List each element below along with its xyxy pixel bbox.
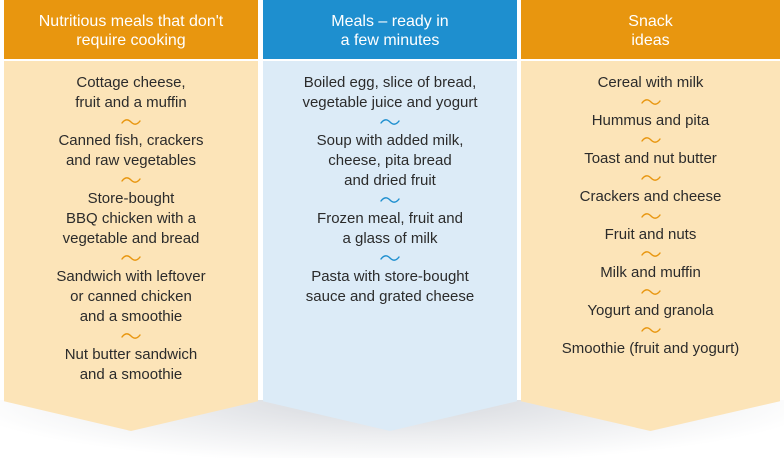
column-body: Cottage cheese, fruit and a muffin Canned… (4, 59, 258, 431)
column-title: Meals – ready in a few minutes (331, 12, 449, 49)
list-item: Cereal with milk (597, 74, 704, 91)
list-item: Hummus and pita (591, 112, 710, 129)
list-item: Frozen meal, fruit and a glass of milk (317, 210, 463, 247)
tilde-separator-icon (379, 191, 401, 209)
list-item: Crackers and cheese (579, 188, 722, 205)
tilde-separator-icon (640, 283, 662, 301)
tilde-separator-icon (640, 169, 662, 187)
column-quick-meals: Meals – ready in a few minutes Boiled eg… (263, 0, 517, 431)
list-item: Yogurt and granola (587, 302, 714, 319)
item-list: Cereal with milk Hummus and pita Toast and… (521, 61, 780, 359)
column-header: Snack ideas (521, 0, 780, 59)
column-no-cooking: Nutritious meals that don't require cook… (4, 0, 258, 431)
list-item: Smoothie (fruit and yogurt) (561, 340, 740, 357)
column-snack-ideas: Snack ideas Cereal with milk Hummus and p… (521, 0, 780, 431)
column-body: Cereal with milk Hummus and pita Toast and… (521, 59, 780, 431)
list-item: Sandwich with leftover or canned chicken… (56, 268, 206, 325)
column-body: Boiled egg, slice of bread, vegetable ju… (263, 59, 517, 431)
list-item: Toast and nut butter (584, 150, 717, 167)
list-item: Store-bought BBQ chicken with a vegetabl… (62, 190, 200, 247)
tilde-separator-icon (640, 245, 662, 263)
tilde-separator-icon (120, 113, 142, 131)
column-header: Meals – ready in a few minutes (263, 0, 517, 59)
tilde-separator-icon (379, 113, 401, 131)
item-list: Cottage cheese, fruit and a muffin Canned… (4, 61, 258, 385)
tilde-separator-icon (640, 131, 662, 149)
list-item: Soup with added milk, cheese, pita bread… (316, 132, 464, 189)
tilde-separator-icon (379, 249, 401, 267)
tilde-separator-icon (120, 249, 142, 267)
list-item: Fruit and nuts (604, 226, 697, 243)
list-item: Boiled egg, slice of bread, vegetable ju… (302, 74, 478, 111)
column-header: Nutritious meals that don't require cook… (4, 0, 258, 59)
tilde-separator-icon (640, 321, 662, 339)
column-title: Nutritious meals that don't require cook… (38, 12, 224, 49)
list-item: Cottage cheese, fruit and a muffin (75, 74, 187, 111)
list-item: Canned fish, crackers and raw vegetables (58, 132, 204, 169)
item-list: Boiled egg, slice of bread, vegetable ju… (263, 61, 517, 307)
tilde-separator-icon (640, 93, 662, 111)
tilde-separator-icon (640, 207, 662, 225)
column-title: Snack ideas (628, 12, 673, 49)
list-item: Milk and muffin (600, 264, 701, 281)
tilde-separator-icon (120, 171, 142, 189)
tilde-separator-icon (120, 327, 142, 345)
list-item: Nut butter sandwich and a smoothie (64, 346, 198, 383)
list-item: Pasta with store-bought sauce and grated… (305, 268, 475, 305)
